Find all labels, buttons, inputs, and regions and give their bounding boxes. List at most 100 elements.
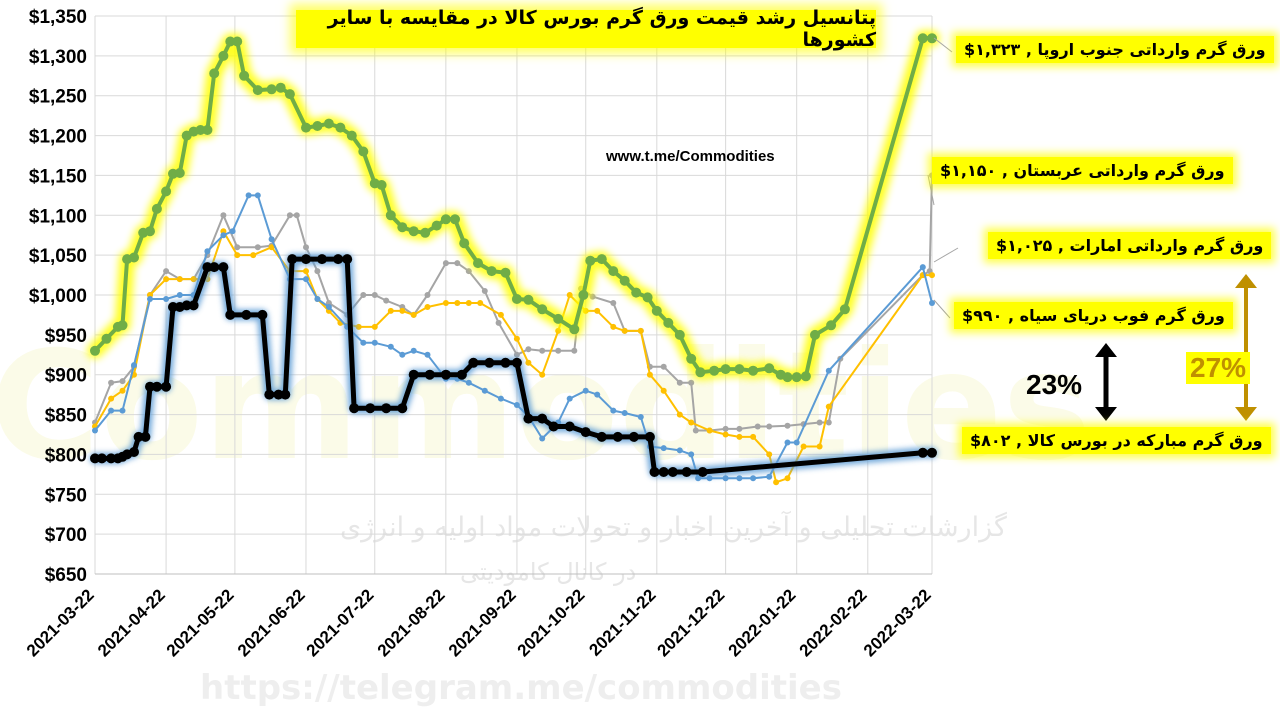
series-point-mobarakeh (424, 369, 435, 380)
y-tick-label: $1,300 (29, 47, 87, 68)
series-point-mobarakeh (564, 421, 575, 432)
watermark-link: https://telegram.me/commodities (200, 668, 842, 708)
series-point-south_europe (440, 214, 451, 225)
series-point-south_europe (720, 364, 731, 375)
series-point-mobarakeh (917, 447, 928, 458)
series-point-black_sea (245, 192, 252, 199)
series-point-south_europe (335, 122, 346, 133)
series-point-mobarakeh (667, 467, 678, 477)
series-point-saudi (442, 260, 449, 267)
series-point-uae (355, 323, 362, 330)
series-point-uae (736, 433, 743, 440)
series-point-south_europe (608, 266, 619, 277)
series-point-mobarakeh (188, 300, 199, 311)
label-leader-line (933, 37, 953, 53)
series-point-south_europe (385, 210, 396, 221)
series-point-black_sea (793, 439, 800, 446)
series-point-south_europe (301, 122, 311, 133)
label-uae: ورق گرم وارداتی امارات , ۱,۰۲۵$ (988, 232, 1272, 259)
series-point-black_sea (660, 445, 667, 452)
series-point-saudi (286, 212, 293, 219)
series-point-uae (646, 371, 653, 378)
series-point-mobarakeh (218, 262, 229, 273)
watermark-brand: Commodities (0, 320, 1092, 494)
series-point-mobarakeh (649, 467, 660, 477)
x-tick-label: 2021-10-22 (514, 585, 589, 660)
series-point-south_europe (284, 89, 295, 100)
series-point-saudi (825, 419, 832, 426)
series-point-saudi (692, 427, 699, 434)
series-point-black_sea (399, 351, 406, 358)
series-point-south_europe (578, 290, 589, 300)
y-tick-label: $1,000 (29, 286, 87, 307)
series-point-south_europe (537, 304, 548, 315)
label-leader-line (927, 174, 935, 206)
series-point-black_sea (784, 439, 791, 446)
series-point-black_sea (387, 343, 394, 350)
series-point-uae (465, 300, 472, 306)
series-point-uae (410, 311, 417, 318)
series-point-black_sea (410, 347, 417, 354)
series-point-saudi (383, 297, 390, 304)
series-point-black_sea (254, 192, 261, 199)
series-point-black_sea (688, 451, 695, 458)
series-point-mobarakeh (456, 369, 467, 380)
series-point-saudi (108, 379, 115, 386)
series-point-black_sea (513, 402, 520, 408)
series-point-saudi (495, 319, 502, 326)
series-point-mobarakeh (381, 403, 392, 414)
series-point-black_sea (825, 367, 832, 374)
series-point-black_sea (481, 387, 488, 394)
series-point-saudi (360, 292, 367, 298)
series-point-black_sea (750, 475, 757, 482)
x-tick-label: 2021-06-22 (234, 585, 309, 660)
series-point-south_europe (619, 275, 630, 286)
series-point-black_sea (119, 407, 126, 414)
series-point-saudi (676, 379, 683, 386)
y-tick-label: $1,350 (29, 7, 87, 28)
series-point-mobarakeh (264, 389, 275, 400)
series-point-mobarakeh (209, 262, 220, 273)
series-point-mobarakeh (365, 403, 376, 414)
series-point-south_europe (376, 180, 387, 190)
series-point-uae (766, 451, 773, 458)
series-point-saudi (784, 422, 791, 429)
series-point-south_europe (117, 320, 128, 331)
series-point-mobarakeh (96, 453, 107, 464)
y-tick-label: $1,050 (29, 246, 87, 267)
series-point-uae (250, 252, 257, 259)
series-point-saudi (314, 268, 321, 275)
series-point-south_europe (651, 305, 662, 316)
series-point-south_europe (420, 227, 431, 238)
y-tick-label: $950 (45, 326, 87, 347)
series-point-mobarakeh (408, 369, 419, 380)
series-point-uae (477, 300, 484, 306)
series-point-south_europe (225, 36, 236, 47)
gap-uae-label: 27% (1186, 352, 1251, 384)
series-point-black_sea (176, 292, 183, 298)
series-point-uae (825, 403, 832, 410)
series-point-mobarakeh (90, 453, 100, 464)
x-tick-label: 2022-02-22 (796, 585, 871, 660)
label-saudi: ورق گرم وارداتی عربستان , ۱,۱۵۰$ (932, 157, 1233, 184)
series-point-south_europe (129, 252, 139, 263)
series-point-mobarakeh (151, 381, 162, 392)
x-tick-label: 2021-03-22 (23, 585, 98, 660)
series-point-black_sea (163, 296, 170, 302)
series-point-south_europe (431, 220, 442, 231)
label-leader-line (933, 247, 959, 263)
series-point-saudi (293, 212, 300, 219)
series-point-black_sea (108, 407, 115, 414)
series-point-mobarakeh (644, 431, 655, 442)
series-point-south_europe (748, 365, 759, 376)
series-point-uae (784, 475, 791, 482)
series-point-south_europe (232, 36, 243, 47)
series-point-uae (660, 387, 667, 394)
series-point-saudi (254, 244, 261, 251)
x-tick-label: 2021-12-22 (654, 585, 729, 660)
series-point-mobarakeh (140, 431, 151, 442)
label-mobarakeh: ورق گرم مبارکه در بورس کالا , ۸۰۲$ (962, 427, 1271, 454)
x-tick-label: 2021-11-22 (585, 585, 659, 659)
series-point-black_sea (371, 339, 378, 346)
y-tick-label: $900 (45, 366, 87, 387)
